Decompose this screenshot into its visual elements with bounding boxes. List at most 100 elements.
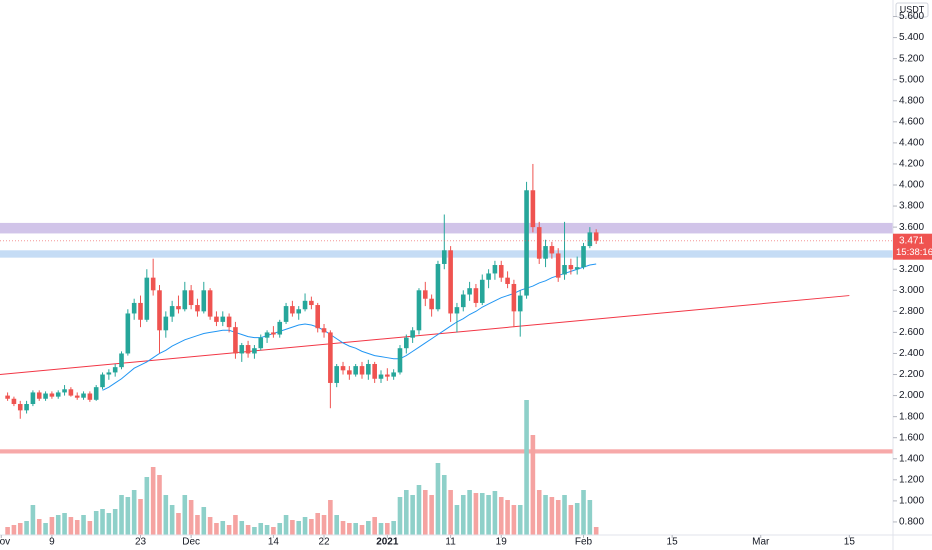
- candle-body: [233, 327, 238, 354]
- volume-bar: [524, 400, 529, 535]
- y-tick-label: 1.400: [899, 453, 924, 464]
- y-tick-label: 4.200: [899, 159, 924, 170]
- volume-bar: [119, 495, 124, 535]
- candle-body: [378, 374, 384, 379]
- volume-bar: [587, 500, 593, 535]
- volume-bar: [309, 519, 314, 535]
- volume-bar: [359, 525, 365, 535]
- y-tick-label: 4.400: [899, 138, 924, 149]
- candle-body: [517, 295, 523, 312]
- volume-bar: [340, 521, 346, 535]
- volume-bar: [74, 520, 80, 535]
- y-tick-label: 2.000: [899, 390, 924, 401]
- volume-bar: [62, 513, 67, 535]
- candle-body: [441, 250, 447, 264]
- volume-bar: [11, 525, 17, 535]
- x-tick-label: 14: [268, 537, 280, 548]
- candle-body: [536, 227, 542, 259]
- candle-body: [30, 392, 36, 405]
- volume-bar: [334, 515, 339, 535]
- candle-body: [157, 290, 162, 331]
- y-tick-label: 3.000: [899, 285, 924, 296]
- x-tick-label: 15: [667, 537, 679, 548]
- volume-bar: [55, 515, 61, 535]
- volume-bar: [511, 505, 517, 535]
- y-tick-label: 1.200: [899, 474, 924, 485]
- candle-body: [283, 306, 289, 322]
- candle-body: [593, 232, 599, 241]
- candle-body: [106, 372, 112, 375]
- x-tick-label: Feb: [575, 537, 593, 548]
- volume-bar: [17, 523, 23, 535]
- volume-bar: [454, 505, 460, 535]
- candle-body: [131, 302, 137, 314]
- candle-body: [435, 263, 441, 310]
- volume-bar: [562, 495, 567, 535]
- candle-body: [505, 277, 510, 284]
- candle-body: [422, 290, 428, 299]
- currency-box[interactable]: [895, 2, 929, 18]
- candle-body: [511, 283, 517, 312]
- candle-body: [55, 392, 61, 397]
- candle-body: [226, 316, 232, 328]
- candle-body: [169, 306, 175, 317]
- volume-bar: [157, 475, 162, 535]
- candle-body: [144, 277, 150, 320]
- volume-bar: [315, 513, 321, 535]
- volume-bar: [397, 497, 403, 535]
- volume-bar: [226, 525, 232, 535]
- last-price-tag: [893, 233, 932, 260]
- candle-body: [347, 370, 352, 375]
- y-tick-label: 5.000: [899, 74, 924, 85]
- volume-bar: [264, 525, 270, 535]
- y-tick-label: 2.600: [899, 327, 924, 338]
- volume-bar: [182, 495, 188, 535]
- candle-body: [100, 374, 105, 388]
- volume-bar: [555, 500, 561, 535]
- candle-body: [581, 246, 586, 268]
- x-tick-label: 11: [445, 537, 456, 548]
- candle-body: [264, 332, 270, 338]
- candle-body: [36, 392, 42, 399]
- candle-body: [201, 290, 207, 312]
- candle-body: [239, 345, 245, 354]
- trendline: [0, 295, 850, 376]
- volume-bar: [195, 515, 200, 535]
- volume-bar: [283, 515, 289, 535]
- volume-bar: [188, 500, 194, 535]
- candle-body: [549, 246, 555, 254]
- volume-bar: [486, 495, 491, 535]
- volume-bar: [207, 517, 213, 535]
- candle-body: [195, 305, 200, 312]
- volume-bar: [366, 521, 371, 535]
- candle-body: [524, 190, 529, 296]
- candle-body: [150, 277, 156, 291]
- y-tick-label: 2.200: [899, 369, 924, 380]
- volume-bar: [271, 527, 276, 535]
- candle-body: [410, 330, 415, 338]
- volume-bar: [441, 475, 447, 535]
- candle-body: [258, 337, 264, 349]
- volume-bar: [498, 497, 504, 535]
- countdown: 15:38:16: [896, 247, 932, 258]
- candle-body: [112, 367, 118, 373]
- candle-body: [302, 300, 308, 310]
- candle-body: [587, 232, 593, 247]
- x-tick-label: Nov: [0, 537, 10, 548]
- candle-body: [416, 290, 422, 331]
- volume-bar: [385, 523, 390, 535]
- y-tick-label: 3.800: [899, 201, 924, 212]
- y-tick-label: 5.600: [899, 11, 924, 22]
- candle-body: [163, 316, 169, 331]
- volume-bar: [353, 523, 358, 535]
- volume-bar: [49, 517, 55, 535]
- candle-body: [138, 302, 143, 320]
- candle-body: [296, 309, 302, 314]
- volume-bar: [448, 490, 453, 535]
- candle-body: [188, 290, 194, 306]
- candle-body: [334, 366, 339, 383]
- x-tick-label: 19: [496, 537, 508, 548]
- plot-area: [0, 163, 893, 535]
- candle-body: [391, 372, 396, 377]
- y-tick-label: 3.600: [899, 222, 924, 233]
